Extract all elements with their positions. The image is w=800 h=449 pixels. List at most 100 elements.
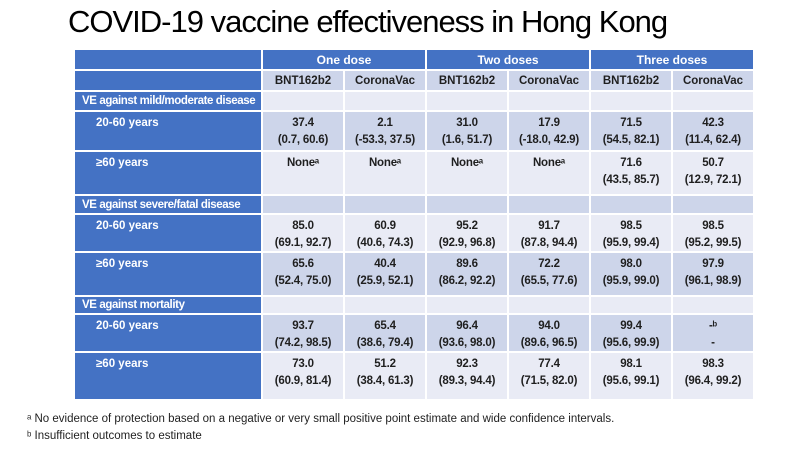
ve-cell — [673, 297, 753, 313]
ve-cell: 98.5 (95.2, 99.5) — [673, 215, 753, 251]
dose-group-header: One dose — [263, 50, 425, 69]
ve-ci: (12.9, 72.1) — [684, 174, 742, 186]
dose-group-header: Three doses — [591, 50, 753, 69]
ve-ci: (95.2, 99.5) — [684, 237, 742, 249]
ve-cell — [345, 196, 425, 213]
ve-cell: 50.7 (12.9, 72.1) — [673, 152, 753, 194]
ve-cell: 85.0 (69.1, 92.7) — [263, 215, 343, 251]
ve-ci: (92.9, 96.8) — [438, 237, 496, 249]
age-row-label: 20-60 years — [75, 315, 261, 351]
ve-value: 94.0 — [538, 320, 560, 332]
ve-cell — [427, 196, 507, 213]
ve-value: 2.1 — [377, 117, 393, 129]
ve-value: 37.4 — [292, 117, 314, 129]
ve-ci: (65.5, 77.6) — [520, 275, 578, 287]
ve-value: 98.5 — [702, 220, 724, 232]
ve-cell: 92.3 (89.3, 94.4) — [427, 353, 507, 399]
ve-value: 93.7 — [292, 320, 314, 332]
ve-value: -ᵇ — [709, 320, 717, 332]
ve-ci: (93.6, 98.0) — [438, 337, 496, 349]
footnote-a: ᵃ No evidence of protection based on a n… — [27, 413, 615, 425]
ve-cell: 98.5 (95.9, 99.4) — [591, 215, 671, 251]
ve-value: 65.6 — [292, 258, 314, 270]
ve-ci: (0.7, 60.6) — [277, 134, 329, 146]
ve-ci: (95.6, 99.9) — [602, 337, 660, 349]
ve-cell: 89.6 (86.2, 92.2) — [427, 253, 507, 295]
ve-cell: 94.0 (89.6, 96.5) — [509, 315, 589, 351]
ve-value: 17.9 — [538, 117, 560, 129]
ve-cell: 37.4 (0.7, 60.6) — [263, 112, 343, 150]
ve-ci: (89.6, 96.5) — [520, 337, 578, 349]
age-row-label: 20-60 years — [75, 215, 261, 251]
ve-cell: 42.3 (11.4, 62.4) — [673, 112, 753, 150]
ve-cell — [673, 92, 753, 110]
age-row-label: ≥60 years — [75, 353, 261, 399]
ve-value: 98.5 — [620, 220, 642, 232]
ve-cell: 97.9 (96.1, 98.9) — [673, 253, 753, 295]
footnote-b: ᵇ Insufficient outcomes to estimate — [27, 430, 202, 442]
ve-value: 95.2 — [456, 220, 478, 232]
ve-cell: 73.0 (60.9, 81.4) — [263, 353, 343, 399]
page-title: COVID-19 vaccine effectiveness in Hong K… — [68, 4, 668, 39]
ve-ci: (71.5, 82.0) — [520, 375, 578, 387]
vaccine-header: CoronaVac — [345, 71, 425, 90]
ve-value: 98.3 — [702, 358, 724, 370]
ve-cell — [591, 92, 671, 110]
ve-ci: (-18.0, 42.9) — [518, 134, 580, 146]
ve-cell: 31.0 (1.6, 51.7) — [427, 112, 507, 150]
ve-cell — [345, 92, 425, 110]
footnotes: ᵃ No evidence of protection based on a n… — [27, 411, 614, 445]
ve-cell: 99.4 (95.6, 99.9) — [591, 315, 671, 351]
ve-ci: (69.1, 92.7) — [274, 237, 332, 249]
ve-cell: 93.7 (74.2, 98.5) — [263, 315, 343, 351]
vaccine-header: BNT162b2 — [591, 71, 671, 90]
ve-cell: 2.1 (-53.3, 37.5) — [345, 112, 425, 150]
ve-cell — [263, 92, 343, 110]
ve-cell: 98.0 (95.9, 99.0) — [591, 253, 671, 295]
ve-value: 85.0 — [292, 220, 314, 232]
ve-value: 91.7 — [538, 220, 560, 232]
ve-ci: (95.9, 99.0) — [602, 275, 660, 287]
age-row-label: ≥60 years — [75, 253, 261, 295]
ve-value: 50.7 — [702, 157, 724, 169]
ve-ci: (60.9, 81.4) — [274, 375, 332, 387]
ve-value: 92.3 — [456, 358, 478, 370]
ve-value: Noneᵃ — [368, 157, 402, 169]
ve-cell — [263, 297, 343, 313]
section-row-label: VE against mortality — [75, 297, 261, 313]
ve-cell: Noneᵃ — [263, 152, 343, 194]
ve-value: 99.4 — [620, 320, 642, 332]
ve-value: Noneᵃ — [450, 157, 484, 169]
ve-cell — [509, 196, 589, 213]
ve-value: 71.5 — [620, 117, 642, 129]
ve-cell: 77.4 (71.5, 82.0) — [509, 353, 589, 399]
ve-cell: Noneᵃ — [427, 152, 507, 194]
ve-cell — [509, 92, 589, 110]
ve-value: 98.0 — [620, 258, 642, 270]
ve-cell: 98.3 (96.4, 99.2) — [673, 353, 753, 399]
age-row-label: ≥60 years — [75, 152, 261, 194]
ve-value: 97.9 — [702, 258, 724, 270]
ve-ci: (54.5, 82.1) — [602, 134, 660, 146]
ve-ci: (40.6, 74.3) — [356, 237, 414, 249]
ve-ci: (52.4, 75.0) — [274, 275, 332, 287]
ve-value: Noneᵃ — [286, 157, 320, 169]
age-row-label: 20-60 years — [75, 112, 261, 150]
ve-value: 73.0 — [292, 358, 314, 370]
ve-cell: Noneᵃ — [509, 152, 589, 194]
ve-value: 60.9 — [374, 220, 396, 232]
ve-value: 98.1 — [620, 358, 642, 370]
ve-cell — [263, 196, 343, 213]
ve-table: One dose Two doses Three doses BNT162b2 Coro… — [75, 50, 753, 399]
ve-cell: 17.9 (-18.0, 42.9) — [509, 112, 589, 150]
ve-cell: Noneᵃ — [345, 152, 425, 194]
ve-ci: (74.2, 98.5) — [274, 337, 332, 349]
ve-ci: (95.9, 99.4) — [602, 237, 660, 249]
ve-ci: (96.1, 98.9) — [684, 275, 742, 287]
ve-ci: (89.3, 94.4) — [438, 375, 496, 387]
ve-cell: -ᵇ - — [673, 315, 753, 351]
ve-cell: 96.4 (93.6, 98.0) — [427, 315, 507, 351]
table-corner-top — [75, 50, 261, 69]
vaccine-header: CoronaVac — [673, 71, 753, 90]
section-row-label: VE against mild/moderate disease — [75, 92, 261, 110]
